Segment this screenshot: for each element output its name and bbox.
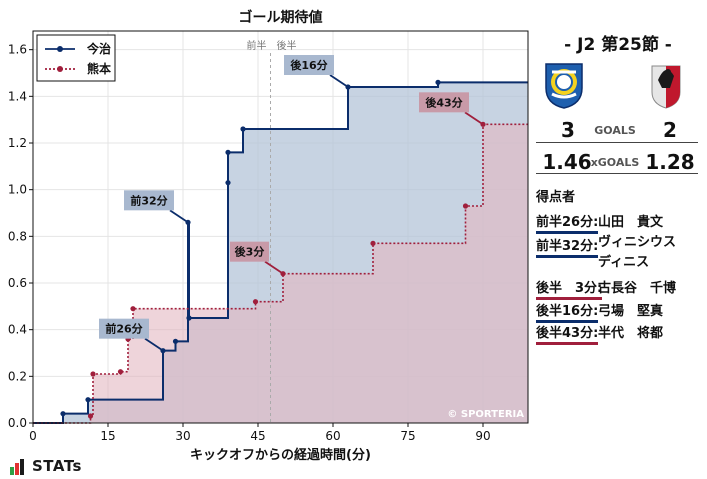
data-point [172, 338, 179, 344]
x-tick-label: 75 [400, 429, 415, 443]
xg-label: xGOALS [590, 156, 640, 169]
annotation-label: 後16分 [290, 58, 327, 72]
x-tick-label: 45 [250, 429, 265, 443]
annotation-leader [464, 111, 484, 126]
y-tick-label: 0.6 [8, 276, 27, 290]
away-goals: 2 [663, 118, 677, 142]
x-axis-label: キックオフからの経過時間(分) [190, 447, 371, 463]
goals-label: GOALS [594, 124, 636, 137]
annotation-leader [264, 260, 284, 275]
divider [536, 173, 698, 174]
series-area-away [33, 124, 528, 423]
x-tick-label: 90 [475, 429, 490, 443]
home-xg: 1.46 [542, 150, 592, 174]
y-tick-label: 1.2 [8, 136, 27, 150]
y-tick-label: 0.8 [8, 229, 27, 243]
scorer-row: 後半16分: 弓場 堅真 [536, 300, 704, 323]
data-point [87, 413, 94, 419]
annotation-box [284, 55, 334, 75]
data-point [130, 306, 136, 312]
scorer-name: 古長谷 千博 [598, 281, 677, 296]
data-point [186, 315, 192, 321]
data-point [117, 369, 124, 375]
scorer-name: 半代 将都 [598, 326, 664, 341]
annotation-leader [169, 209, 189, 224]
data-point [240, 126, 246, 132]
annotation-box [419, 92, 469, 113]
data-point [370, 240, 376, 246]
annotation-label: 前32分 [130, 193, 167, 207]
y-tick-label: 1.6 [8, 43, 27, 57]
plot-frame [32, 30, 529, 424]
data-point [225, 180, 231, 186]
data-point [225, 149, 231, 155]
data-point [435, 79, 441, 85]
y-tick-label: 0.0 [8, 416, 27, 430]
y-tick-label: 1.0 [8, 183, 27, 197]
series-line-away [33, 123, 528, 424]
data-point [60, 411, 66, 417]
scorer-time: 前半26分: [536, 211, 599, 234]
legend-swatch-marker [57, 66, 63, 72]
y-tick-label: 0.2 [8, 369, 27, 383]
x-tick-label: 60 [325, 429, 340, 443]
home-goals: 3 [561, 118, 575, 142]
halftime-label-first: 前半 [247, 39, 267, 52]
scorer-row: 前半26分: 山田 貴文 [536, 211, 704, 234]
data-point [252, 299, 259, 305]
away-xg: 1.28 [645, 150, 695, 174]
annotation-box [124, 190, 174, 211]
scorer-name: ヴィニシウス ディニス [598, 235, 677, 270]
annotation-leader [144, 337, 164, 352]
scorer-time: 後半16分: [536, 300, 599, 323]
legend-swatch-marker [57, 46, 63, 52]
scorer-row: 後半43分: 半代 将都 [536, 322, 704, 345]
scorer-time: 前半32分: [536, 235, 599, 258]
annotation-label: 後3分 [235, 245, 265, 259]
brand-name: STATs [32, 457, 82, 475]
watermark: © SPORTERIA [447, 409, 524, 420]
legend-box [36, 34, 116, 82]
annotation-box [99, 318, 149, 339]
away-team-crest-icon [651, 65, 681, 109]
scorer-time: 後半43分: [536, 322, 599, 345]
y-tick-label: 1.4 [8, 89, 27, 103]
x-tick-label: 0 [29, 429, 37, 443]
y-tick-label: 0.4 [8, 323, 27, 337]
legend-label: 今治 [86, 41, 111, 56]
scorer-name: 弓場 堅真 [598, 304, 664, 319]
x-tick-label: 30 [175, 429, 190, 443]
annotation-label: 後43分 [425, 95, 462, 109]
divider [536, 142, 698, 143]
legend-label: 熊本 [87, 61, 111, 76]
annotation-box [230, 241, 269, 262]
scorer-time: 後半 3分: [536, 277, 603, 300]
annotation-leader [329, 74, 349, 88]
match-panel: - J2 第25節 - 3 GOALS 2 1.46 xGOALS 1.28 得… [532, 0, 704, 479]
home-team-crest-icon [545, 63, 583, 109]
data-point [90, 371, 96, 377]
scorers-title: 得点者 [536, 190, 576, 205]
goals-row: 3 GOALS 2 [532, 118, 698, 142]
match-round-title: - J2 第25節 - [564, 35, 672, 55]
halftime-label-second: 後半 [277, 39, 297, 52]
scorer-name: 山田 貴文 [598, 215, 664, 230]
scorer-row: 前半32分: ヴィニシウス ディニス [536, 235, 704, 270]
data-point [462, 203, 469, 209]
annotation-label: 前26分 [105, 322, 142, 336]
xg-row: 1.46 xGOALS 1.28 [532, 150, 698, 174]
x-tick-label: 15 [100, 429, 115, 443]
chart-title: ゴール期待値 [239, 9, 323, 26]
data-point [85, 397, 91, 403]
scorer-row: 後半 3分: 古長谷 千博 [536, 277, 704, 300]
